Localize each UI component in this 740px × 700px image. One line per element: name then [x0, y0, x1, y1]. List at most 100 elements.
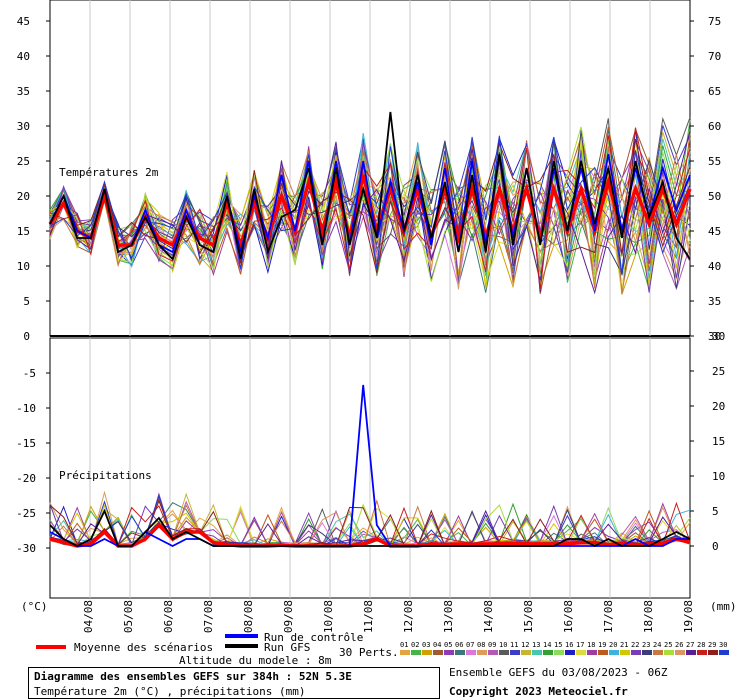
- member-color-swatch: [499, 650, 509, 655]
- member-number-label: 22: [631, 641, 639, 649]
- x-tick-label: 15/08: [522, 600, 535, 633]
- member-number-label: 26: [675, 641, 683, 649]
- member-number-label: 02: [411, 641, 419, 649]
- member-number-label: 11: [510, 641, 518, 649]
- temp-left-tick-label: 30: [17, 120, 30, 133]
- member-number-label: 14: [543, 641, 551, 649]
- control-precip-line: [49, 384, 690, 548]
- temp-zero-label: 0: [23, 330, 30, 343]
- member-number-label: 12: [521, 641, 529, 649]
- temperature-panel-title: Températures 2m: [59, 166, 159, 179]
- right-unit-label: (mm): [710, 600, 737, 613]
- member-28-temp-line: [49, 127, 691, 291]
- temp-right-tick-label: 45: [708, 225, 721, 238]
- temp-right-tick-label: 35: [708, 295, 721, 308]
- member-number-label: 21: [620, 641, 628, 649]
- x-tick-label: 05/08: [122, 600, 135, 633]
- member-number-label: 16: [565, 641, 573, 649]
- temp-left-tick-label: 10: [17, 260, 30, 273]
- member-number-label: 19: [598, 641, 606, 649]
- member-number-label: 20: [609, 641, 617, 649]
- x-tick-label: 14/08: [482, 600, 495, 633]
- member-28-precip-line: [49, 501, 691, 547]
- prec-left-tick-label: -25: [16, 507, 36, 520]
- x-tick-label: 08/08: [242, 600, 255, 633]
- x-tick-label: 10/08: [322, 600, 335, 633]
- legend-mean-label: Moyenne des scénarios: [74, 641, 214, 654]
- member-color-swatch: [708, 650, 718, 655]
- temp-right-tick-label: 75: [708, 15, 721, 28]
- member-number-label: 05: [444, 641, 452, 649]
- member-color-swatch: [510, 650, 520, 655]
- temp-left-tick-label: 35: [17, 85, 30, 98]
- member-color-swatch: [422, 650, 432, 655]
- member-color-swatch: [400, 650, 410, 655]
- temp-left-tick-label: 5: [23, 295, 30, 308]
- x-tick-label: 19/08: [682, 600, 695, 633]
- x-tick-label: 04/08: [82, 600, 95, 633]
- x-tick-label: 11/08: [362, 600, 375, 633]
- member-color-swatch: [433, 650, 443, 655]
- prec-left-tick-label: -30: [16, 542, 36, 555]
- member-number-label: 18: [587, 641, 595, 649]
- member-color-swatch: [664, 650, 674, 655]
- member-color-swatch: [675, 650, 685, 655]
- x-tick-label: 06/08: [162, 600, 175, 633]
- member-color-swatch: [477, 650, 487, 655]
- member-color-swatch: [697, 650, 707, 655]
- prec-right-tick-label: 30: [712, 330, 725, 343]
- member-color-swatch: [631, 650, 641, 655]
- mean-precip-line: [49, 522, 691, 548]
- temp-right-tick-label: 70: [708, 50, 721, 63]
- footer-title: Diagramme des ensembles GEFS sur 384h : …: [34, 670, 352, 683]
- member-color-swatch: [444, 650, 454, 655]
- member-number-label: 04: [433, 641, 441, 649]
- prec-left-tick-label: -20: [16, 472, 36, 485]
- x-tick-label: 16/08: [562, 600, 575, 633]
- temp-left-tick-label: 15: [17, 225, 30, 238]
- member-color-swatch: [411, 650, 421, 655]
- prec-right-tick-label: 20: [712, 400, 725, 413]
- member-color-swatch: [576, 650, 586, 655]
- left-unit-label: (°C): [21, 600, 48, 613]
- member-color-swatch: [455, 650, 465, 655]
- temp-right-tick-label: 55: [708, 155, 721, 168]
- temp-right-zero-label: 30: [708, 330, 721, 343]
- member-number-label: 24: [653, 641, 661, 649]
- run-info: Ensemble GEFS du 03/08/2023 - 06Z: [449, 666, 668, 679]
- x-tick-label: 12/08: [402, 600, 415, 633]
- member-number-label: 07: [466, 641, 474, 649]
- member-color-swatch: [488, 650, 498, 655]
- member-number-label: 10: [499, 641, 507, 649]
- copyright: Copyright 2023 Meteociel.fr: [449, 685, 628, 698]
- altitude-label: Altitude du modele : 8m: [179, 654, 332, 667]
- precipitation-panel-title: Précipitations: [59, 469, 152, 482]
- gfs-temp-line: [49, 111, 691, 261]
- member-color-swatch: [598, 650, 608, 655]
- member-color-swatch: [719, 650, 729, 655]
- member-number-label: 06: [455, 641, 463, 649]
- temp-right-tick-label: 65: [708, 85, 721, 98]
- gfs-precip-line: [49, 508, 691, 548]
- x-tick-label: 17/08: [602, 600, 615, 633]
- x-tick-label: 13/08: [442, 600, 455, 633]
- temp-left-tick-label: 45: [17, 15, 30, 28]
- temp-left-tick-label: 40: [17, 50, 30, 63]
- member-number-label: 13: [532, 641, 540, 649]
- prec-right-tick-label: 10: [712, 470, 725, 483]
- temp-right-tick-label: 60: [708, 120, 721, 133]
- member-color-swatch: [554, 650, 564, 655]
- footer-subtitle: Température 2m (°C) , précipitations (mm…: [34, 685, 306, 698]
- footer-box: [28, 667, 440, 699]
- x-tick-label: 18/08: [642, 600, 655, 633]
- member-number-label: 28: [697, 641, 705, 649]
- member-number-label: 09: [488, 641, 496, 649]
- member-color-swatch: [543, 650, 553, 655]
- member-number-label: 23: [642, 641, 650, 649]
- member-number-label: 15: [554, 641, 562, 649]
- member-color-swatch: [565, 650, 575, 655]
- temp-right-tick-label: 40: [708, 260, 721, 273]
- legend-gfs-label: Run GFS: [264, 641, 311, 654]
- member-number-label: 17: [576, 641, 584, 649]
